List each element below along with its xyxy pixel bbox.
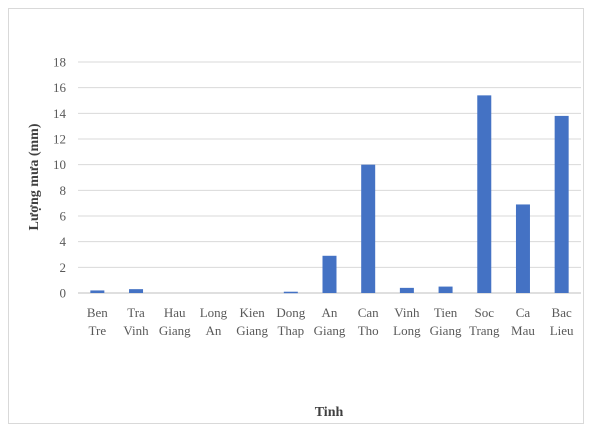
x-tick-label: Kien Giang — [236, 305, 268, 338]
bar — [322, 255, 337, 293]
x-tick-label: Long An — [200, 305, 228, 338]
y-tick-label: 16 — [53, 80, 67, 95]
bar — [283, 291, 298, 294]
bar — [90, 290, 105, 293]
x-tick-label: Soc Trang — [469, 305, 500, 338]
x-axis-title: Tinh — [315, 405, 344, 420]
y-axis-title: Lượng mưa (mm) — [27, 123, 42, 230]
y-tick-label: 14 — [53, 106, 67, 121]
x-tick-label: Ca Mau — [511, 305, 535, 338]
bars — [90, 95, 569, 294]
y-tick-label: 2 — [60, 260, 67, 275]
y-tick-label: 6 — [60, 209, 67, 224]
y-tick-label: 12 — [53, 132, 66, 147]
y-tick-label: 8 — [60, 183, 67, 198]
x-tick-label: Tra Vinh — [123, 305, 149, 338]
y-tick-label: 4 — [60, 234, 67, 249]
bar — [477, 95, 492, 293]
bar — [399, 287, 414, 293]
x-tick-label: Bac Lieu — [550, 305, 574, 338]
y-axis-ticks: 0 2 4 6 8 10 12 14 16 18 — [53, 55, 67, 301]
gridlines — [78, 61, 581, 294]
y-tick-label: 0 — [60, 286, 67, 301]
x-tick-label: Vinh Long — [393, 305, 421, 338]
bar — [515, 204, 530, 293]
x-tick-label: Hau Giang — [159, 305, 191, 338]
bar — [361, 164, 376, 293]
bar — [129, 289, 144, 293]
bar — [554, 115, 569, 294]
x-tick-label: An Giang — [314, 305, 346, 338]
bar — [438, 286, 453, 293]
x-tick-label: Tien Giang — [430, 305, 462, 338]
x-axis-ticks: Ben Tre Tra Vinh Hau Giang Long An Kien Giang Dong… — [87, 305, 574, 338]
y-tick-label: 10 — [53, 157, 66, 172]
y-tick-label: 18 — [53, 55, 66, 70]
x-tick-label: Can Tho — [358, 305, 379, 338]
x-tick-label: Dong Thap — [276, 305, 305, 338]
x-tick-label: Ben Tre — [87, 305, 108, 338]
